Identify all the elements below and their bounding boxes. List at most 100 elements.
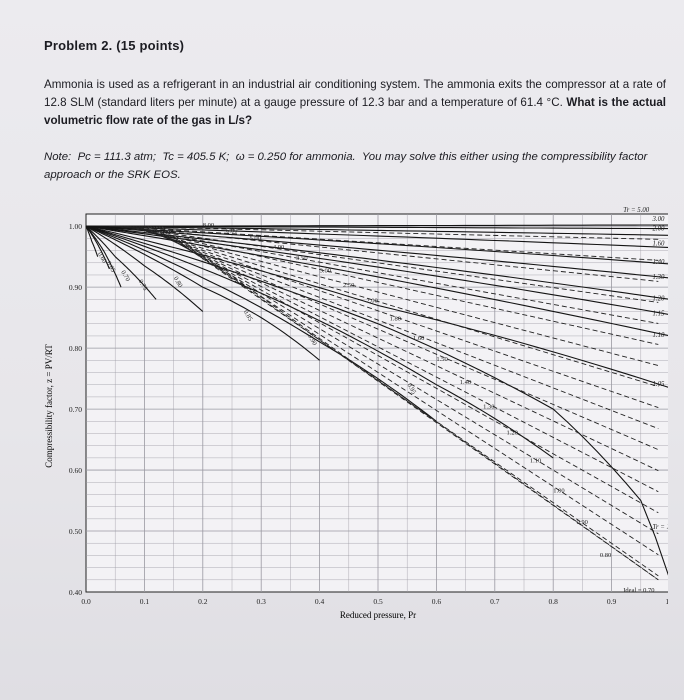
statement-question: What is the actual volumetric flow rate … <box>44 96 666 127</box>
isochore-label: 3.50 <box>296 255 307 262</box>
isotherm-curve <box>85 225 554 459</box>
isochore-line <box>135 225 659 430</box>
isotherm-labels: Tr = 5.003.00 2.00 1.60 1.40 1.30 1.20 1.15 1.1… <box>623 207 679 531</box>
isotherm-curve <box>85 225 204 312</box>
curve-inline-label: 0.95 <box>405 382 417 395</box>
curve-inline-label: 0.75 <box>137 279 149 292</box>
isotherm-curve <box>85 225 99 257</box>
isochore-line <box>120 225 659 324</box>
note-label: Note: <box>44 151 72 163</box>
x-tick-label: 0.7 <box>490 597 500 606</box>
isochore-label: 1.00 <box>553 487 564 494</box>
isochore-line <box>126 225 659 366</box>
isochore-label: Ideal = 0.70 <box>623 587 654 594</box>
y-tick-label: 0.70 <box>69 405 82 414</box>
curve-inline-label: 0.70 <box>119 269 131 282</box>
isochore-label: 1.50 <box>436 356 447 363</box>
isochore-line <box>123 225 659 345</box>
curve-inline-label: 0.65 <box>105 260 117 273</box>
isochore-line <box>150 225 659 535</box>
statement-text: Ammonia is used as a refrigerant in an i… <box>44 78 666 109</box>
isochore-label: 1.40 <box>460 379 471 386</box>
isotherm-label: 1.20 <box>652 295 664 302</box>
x-tick-label: 0.4 <box>315 597 325 606</box>
y-tick-label: 0.90 <box>69 283 82 292</box>
isotherm-curve <box>85 225 671 337</box>
isochore-label: 5.00 <box>250 235 261 242</box>
isochore-line <box>158 225 659 581</box>
note-acentric-factor: ω = 0.250 for ammonia. <box>235 151 356 163</box>
plot-area <box>85 213 671 593</box>
curve-inline-label: 0.85 <box>242 309 254 322</box>
isochore-label: 2.50 <box>343 282 354 289</box>
isotherm-curve <box>85 225 671 389</box>
x-tick-label: 0.0 <box>81 597 91 606</box>
isotherm-curve <box>86 225 670 230</box>
isochore-label: 1.80 <box>390 315 401 322</box>
isochore-label: 0.90 <box>577 519 588 526</box>
isochore-label: 4.00 <box>273 244 284 251</box>
isotherm-curve <box>85 225 671 265</box>
x-tick-label: 0.1 <box>140 597 150 606</box>
isochore-line <box>129 225 659 387</box>
chart-curves: 8.00 6.00 5.00 4.00 3.50 3.00 2.50 2.00 1.80 1.60… <box>85 222 671 594</box>
x-tick-label: 0.3 <box>257 597 267 606</box>
isochore-line <box>161 225 659 581</box>
chart-svg: 8.00 6.00 5.00 4.00 3.50 3.00 2.50 2.00 1.80 1.60… <box>44 207 679 620</box>
isotherm-curve <box>85 225 122 288</box>
isochore-line <box>141 225 659 472</box>
isochore-label: 1.10 <box>530 458 541 465</box>
isochore-line <box>112 225 659 261</box>
y-tick-label: 1.00 <box>69 222 82 231</box>
isotherm-label: 1.10 <box>652 332 664 339</box>
isotherm-label: 1.60 <box>652 241 664 248</box>
x-axis-label: Reduced pressure, Pr <box>340 610 416 620</box>
y-tick-labels: 0.40 0.50 0.60 0.70 0.80 0.90 1.00 <box>69 222 82 597</box>
x-tick-label: 0.9 <box>607 597 617 606</box>
isotherm-label: 1.40 <box>652 259 664 266</box>
y-axis-label: Compressibility factor, z = PV/RT <box>44 344 54 468</box>
isotherm-label: Tr = 1.00 <box>652 524 668 531</box>
isochore-label: 0.80 <box>600 552 611 559</box>
isochore-label: 6.00 <box>226 228 237 235</box>
x-tick-label: 0.8 <box>549 597 559 606</box>
isochore-label: 1.30 <box>483 403 494 410</box>
problem-note: Note: Pc = 111.3 atm; Tc = 405.5 K; ω = … <box>44 148 666 184</box>
isochore-line <box>152 225 659 556</box>
isochore-line <box>132 225 659 409</box>
isochore-label: 1.20 <box>506 430 517 437</box>
isotherm-label: Tr = 5.00 <box>623 207 650 214</box>
isotherm-curve <box>85 225 671 249</box>
isochore-line <box>109 225 659 240</box>
compressibility-chart: 8.00 6.00 5.00 4.00 3.50 3.00 2.50 2.00 1.80 1.60… <box>38 206 679 626</box>
x-tick-label: 1.0 <box>665 597 668 606</box>
curve-inline-label: 0.60 <box>96 251 108 264</box>
note-critical-temperature: Tc = 405.5 K; <box>162 151 230 163</box>
isotherm-curve <box>85 225 320 361</box>
isotherm-curve <box>85 225 437 422</box>
isochore-line <box>115 225 659 282</box>
isotherm-label: 2.00 <box>652 225 664 232</box>
isotherm-label: 1.30 <box>652 274 664 281</box>
note-critical-pressure: Pc = 111.3 atm; <box>77 151 156 163</box>
x-tick-label: 0.2 <box>198 597 208 606</box>
isochore-line <box>118 225 659 303</box>
problem-title: Problem 2. (15 points) <box>44 38 185 53</box>
isotherm-curve <box>85 225 671 300</box>
isochore-line <box>144 225 659 493</box>
curve-inline-label: 0.80 <box>172 276 184 289</box>
isochore-label: 2.00 <box>366 298 377 305</box>
problem-statement: Ammonia is used as a refrigerant in an i… <box>44 76 666 130</box>
x-tick-label: 0.5 <box>373 597 383 606</box>
note-instructions: You may solve this either using the comp… <box>44 151 648 181</box>
chart-grid <box>86 214 670 592</box>
isochore-line <box>155 225 659 577</box>
isochore-line <box>147 225 659 514</box>
x-tick-labels: 0.0 0.1 0.2 0.3 0.4 0.5 0.6 0.7 0.8 0.9 1.0 <box>81 597 675 606</box>
isotherm-curve <box>86 224 670 227</box>
isotherm-label: 1.15 <box>652 311 664 318</box>
isotherm-curve <box>85 225 671 279</box>
y-tick-label: 0.80 <box>69 344 82 353</box>
isochore-line <box>138 225 659 451</box>
